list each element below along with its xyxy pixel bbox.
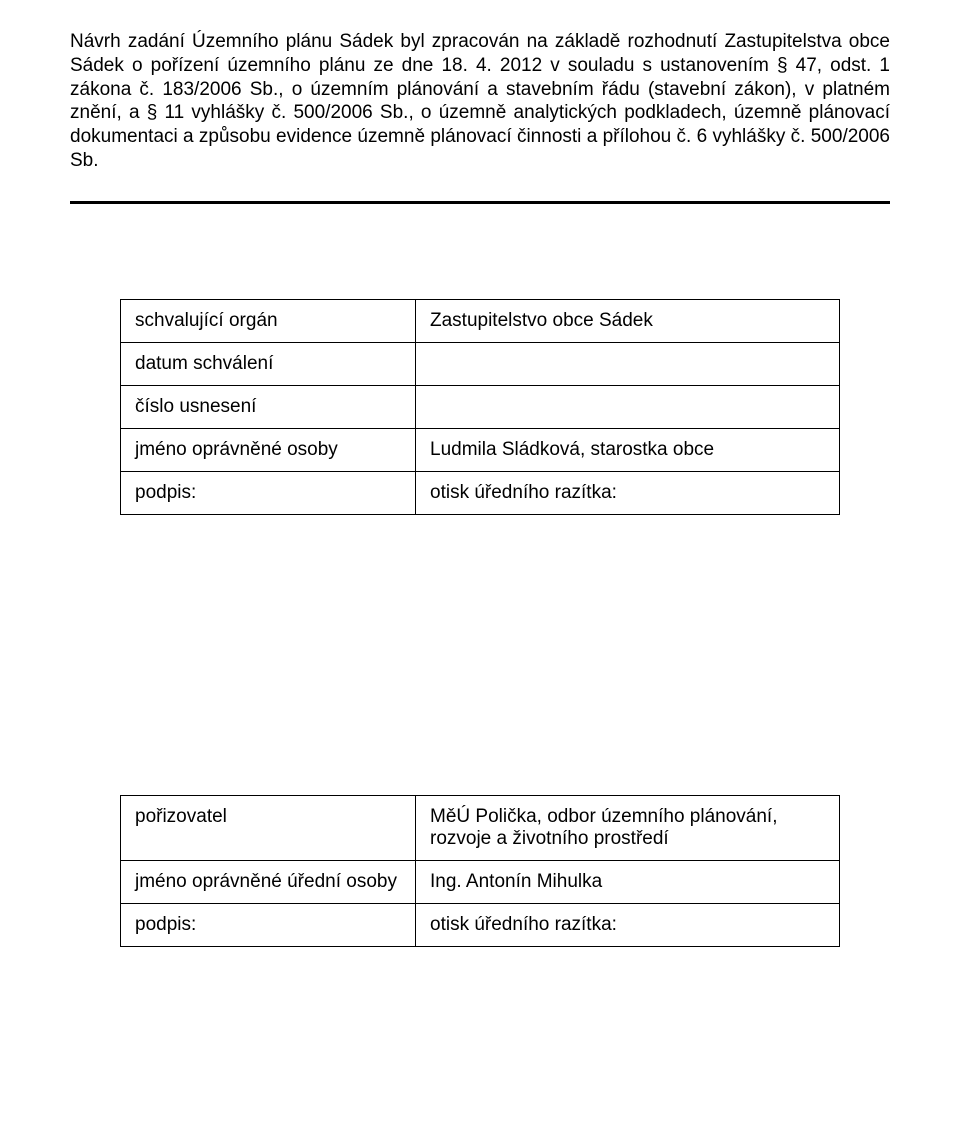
table-label: podpis: bbox=[121, 903, 416, 946]
table-value: otisk úředního razítka: bbox=[416, 903, 840, 946]
table-value bbox=[416, 342, 840, 385]
table-value: Ludmila Sládková, starostka obce bbox=[416, 428, 840, 471]
intro-paragraph: Návrh zadání Územního plánu Sádek byl zp… bbox=[70, 30, 890, 173]
table-label: jméno oprávněné úřední osoby bbox=[121, 860, 416, 903]
approval-table: schvalující orgán Zastupitelstvo obce Sá… bbox=[120, 299, 840, 515]
table-value: MěÚ Polička, odbor územního plánování, r… bbox=[416, 795, 840, 860]
table-label: schvalující orgán bbox=[121, 299, 416, 342]
section-divider bbox=[70, 201, 890, 204]
table-value bbox=[416, 385, 840, 428]
table-row: jméno oprávněné osoby Ludmila Sládková, … bbox=[121, 428, 840, 471]
table-label: jméno oprávněné osoby bbox=[121, 428, 416, 471]
acquirer-table: pořizovatel MěÚ Polička, odbor územního … bbox=[120, 795, 840, 947]
table-row: jméno oprávněné úřední osoby Ing. Antoní… bbox=[121, 860, 840, 903]
table-row: pořizovatel MěÚ Polička, odbor územního … bbox=[121, 795, 840, 860]
table-value: otisk úředního razítka: bbox=[416, 471, 840, 514]
table-row: podpis: otisk úředního razítka: bbox=[121, 471, 840, 514]
table-label: číslo usnesení bbox=[121, 385, 416, 428]
table-value: Ing. Antonín Mihulka bbox=[416, 860, 840, 903]
table-label: datum schválení bbox=[121, 342, 416, 385]
table-value: Zastupitelstvo obce Sádek bbox=[416, 299, 840, 342]
table-row: číslo usnesení bbox=[121, 385, 840, 428]
table-label: pořizovatel bbox=[121, 795, 416, 860]
table-label: podpis: bbox=[121, 471, 416, 514]
table-row: datum schválení bbox=[121, 342, 840, 385]
table-row: schvalující orgán Zastupitelstvo obce Sá… bbox=[121, 299, 840, 342]
table-row: podpis: otisk úředního razítka: bbox=[121, 903, 840, 946]
